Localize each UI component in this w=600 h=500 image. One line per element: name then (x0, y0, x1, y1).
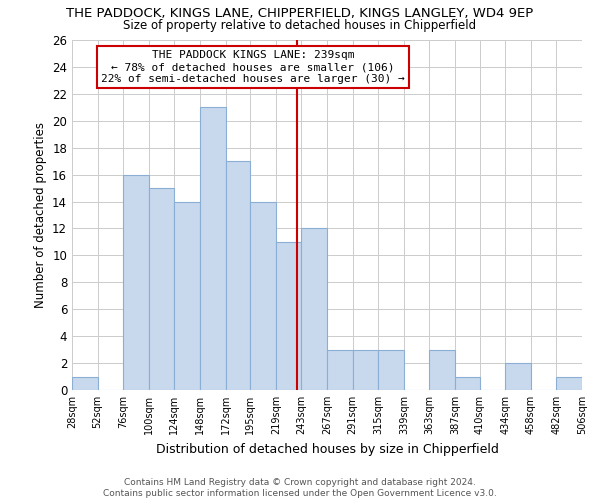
Bar (353, 350, 378, 390)
X-axis label: Distribution of detached houses by size in Chipperfield: Distribution of detached houses by size … (155, 442, 499, 456)
Bar (378, 350, 404, 390)
Bar (455, 376, 479, 390)
Bar (327, 350, 353, 390)
Text: THE PADDOCK, KINGS LANE, CHIPPERFIELD, KINGS LANGLEY, WD4 9EP: THE PADDOCK, KINGS LANE, CHIPPERFIELD, K… (67, 8, 533, 20)
Bar (149, 188, 175, 390)
Bar (72, 376, 98, 390)
Bar (175, 202, 200, 390)
Text: THE PADDOCK KINGS LANE: 239sqm
← 78% of detached houses are smaller (106)
22% of: THE PADDOCK KINGS LANE: 239sqm ← 78% of … (101, 50, 405, 84)
Text: Contains HM Land Registry data © Crown copyright and database right 2024.
Contai: Contains HM Land Registry data © Crown c… (103, 478, 497, 498)
Bar (276, 242, 301, 390)
Bar (123, 174, 149, 390)
Bar (430, 350, 455, 390)
Bar (226, 161, 250, 390)
Bar (556, 376, 582, 390)
Bar (301, 228, 327, 390)
Text: Size of property relative to detached houses in Chipperfield: Size of property relative to detached ho… (124, 19, 476, 32)
Y-axis label: Number of detached properties: Number of detached properties (34, 122, 47, 308)
Bar (505, 363, 531, 390)
Bar (250, 202, 276, 390)
Bar (200, 108, 226, 390)
